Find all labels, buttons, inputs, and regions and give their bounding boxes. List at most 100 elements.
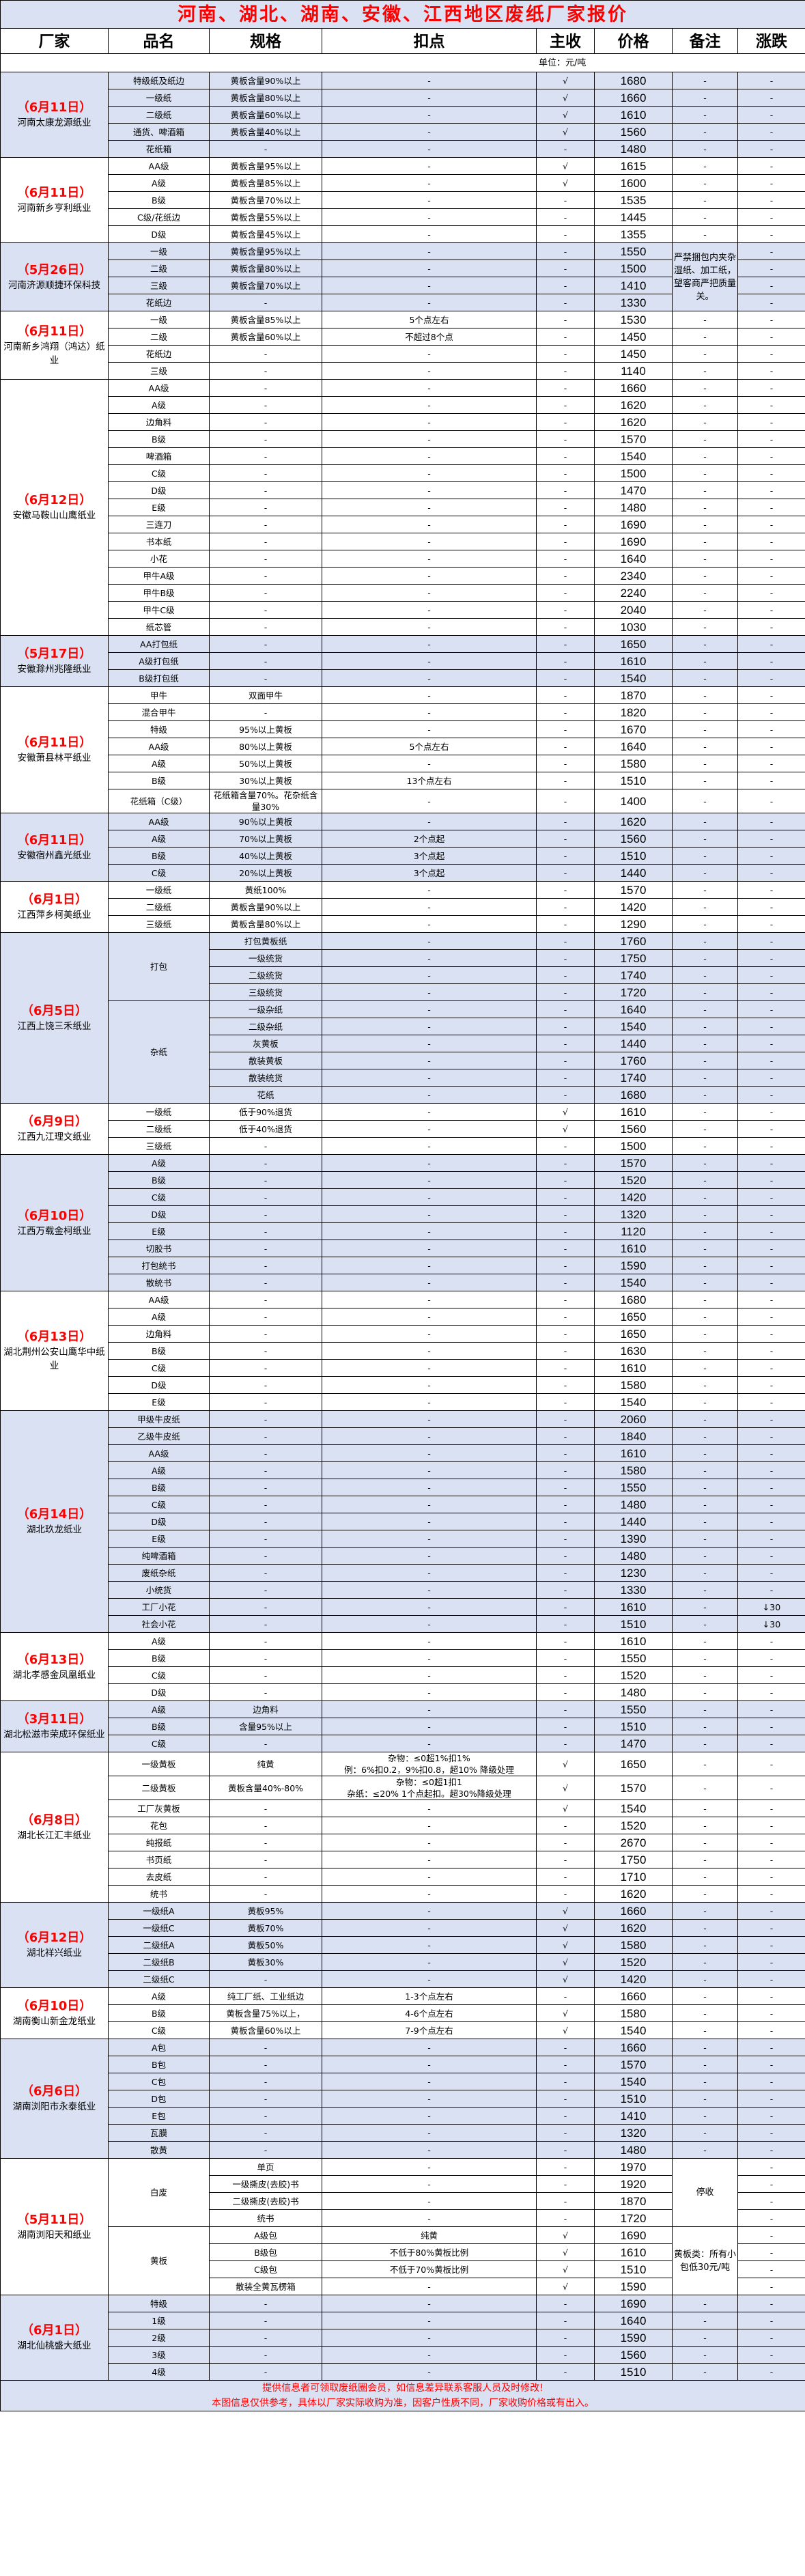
- product-cell: C级/花纸边: [108, 208, 210, 226]
- note-cell: 黄板类：所有小包低30元/吨: [672, 2226, 738, 2295]
- note-cell: -: [672, 2090, 738, 2108]
- price-cell: 1570: [594, 2056, 673, 2073]
- price-cell: 1580: [594, 2004, 673, 2022]
- change-cell: -: [737, 601, 805, 619]
- factory-cell: （5月17日） 安徽滁州兆隆纸业: [0, 635, 109, 687]
- table-row: D级 - - -1470- -: [1, 481, 805, 499]
- deduction-cell: -: [322, 225, 537, 243]
- factory-date: （6月13日）: [16, 1330, 92, 1344]
- spec-cell: -: [209, 584, 322, 602]
- spec-cell: -: [209, 1547, 322, 1565]
- change-cell: -: [737, 1393, 805, 1411]
- main-purchase-cell: -: [536, 1308, 595, 1326]
- change-cell: -: [737, 225, 805, 243]
- note-cell: -: [672, 2004, 738, 2022]
- table-row: A级 70%以上黄板 2个点起 -1560- -: [1, 830, 805, 848]
- price-cell: 1510: [594, 1615, 673, 1633]
- main-purchase-cell: -: [536, 1052, 595, 1069]
- main-purchase-cell: -: [536, 618, 595, 636]
- note-cell: -: [672, 1851, 738, 1868]
- product-cell: 瓦膜: [108, 2124, 210, 2142]
- deduction-cell: -: [322, 1376, 537, 1394]
- deduction-cell: -: [322, 1868, 537, 1886]
- table-row: 统书 - - -1620- -: [1, 1885, 805, 1903]
- table-row: A级打包纸 - - -1610- -: [1, 652, 805, 670]
- main-purchase-cell: -: [536, 1257, 595, 1274]
- note-cell: -: [672, 915, 738, 933]
- factory-cell: （6月12日） 安徽马鞍山山鹰纸业: [0, 379, 109, 636]
- change-cell: -: [737, 1188, 805, 1206]
- table-row: 三级 - - -1140- -: [1, 362, 805, 380]
- factory-name: 湖北玖龙纸业: [27, 1524, 82, 1535]
- main-purchase-cell: -: [536, 1564, 595, 1582]
- deduction-cell: -: [322, 106, 537, 124]
- change-cell: -: [737, 1479, 805, 1496]
- product-cell: B级: [108, 191, 210, 209]
- deduction-cell: -: [322, 1902, 537, 1920]
- price-cell: 1390: [594, 1530, 673, 1548]
- change-cell: -: [737, 1205, 805, 1223]
- price-cell: 1740: [594, 966, 673, 984]
- product-cell: 一级: [108, 242, 210, 260]
- price-cell: 1660: [594, 89, 673, 107]
- change-cell: -: [737, 362, 805, 380]
- factory-name: 安徽滁州兆隆纸业: [17, 664, 91, 675]
- product-cell: 甲牛: [108, 686, 210, 704]
- change-cell: -: [737, 208, 805, 226]
- change-cell: -: [737, 1000, 805, 1018]
- product-cell: B包: [108, 2056, 210, 2073]
- change-cell: -: [737, 1851, 805, 1868]
- price-cell: 1450: [594, 328, 673, 346]
- note-cell: -: [672, 2021, 738, 2039]
- deduction-cell: -: [322, 1257, 537, 1274]
- spec-cell: -: [209, 1205, 322, 1223]
- note-cell: -: [672, 2124, 738, 2142]
- check-mark-icon: √: [536, 2226, 595, 2244]
- note-cell: -: [672, 157, 738, 175]
- product-cell: A级: [108, 830, 210, 848]
- deduction-cell: -: [322, 208, 537, 226]
- product-cell: 一级纸C: [108, 1919, 210, 1937]
- header-price: 价格: [594, 28, 673, 54]
- change-cell: -: [737, 1137, 805, 1155]
- main-purchase-cell: -: [536, 881, 595, 899]
- note-cell: -: [672, 881, 738, 899]
- main-purchase-cell: -: [536, 1035, 595, 1052]
- table-row: C级包 不低于70%黄板比例 √ 1510 -: [1, 2260, 805, 2278]
- main-purchase-cell: -: [536, 328, 595, 346]
- spec-cell: 黄纸100%: [209, 881, 322, 899]
- main-purchase-cell: -: [536, 2107, 595, 2125]
- deduction-cell: -: [322, 1240, 537, 1257]
- factory-cell: （5月11日） 湖南浏阳天和纸业: [0, 2158, 109, 2295]
- price-cell: 2060: [594, 1410, 673, 1428]
- price-cell: 1560: [594, 830, 673, 848]
- main-purchase-cell: -: [536, 464, 595, 482]
- factory-date: （6月1日）: [20, 893, 88, 907]
- table-row: （6月9日） 江西九江理文纸业 一级纸 低于90%退货 - √ 1610- -: [0, 1103, 805, 1155]
- change-cell: -: [737, 1735, 805, 1752]
- price-cell: 1320: [594, 2124, 673, 2142]
- note-cell: -: [672, 1376, 738, 1394]
- price-cell: 1610: [594, 1103, 673, 1121]
- main-purchase-cell: -: [536, 1581, 595, 1599]
- price-cell: 1570: [594, 1154, 673, 1172]
- product-cell: 打包统书: [108, 1257, 210, 1274]
- spec-cell: -: [209, 1632, 322, 1650]
- table-row: 花纸 - -1680- -: [1, 1086, 805, 1104]
- main-purchase-cell: -: [536, 1222, 595, 1240]
- deduction-cell: -: [322, 447, 537, 465]
- price-cell: 1610: [594, 1240, 673, 1257]
- change-cell: -: [737, 1752, 805, 1776]
- product-cell: A级: [108, 1987, 210, 2005]
- note-cell: -: [672, 208, 738, 226]
- table-row: 二级纸A 黄板50% - √ 1580- -: [1, 1936, 805, 1954]
- deduction-cell: -: [322, 2124, 537, 2142]
- table-row: B级 - - -1550- -: [1, 1649, 805, 1667]
- change-cell: -: [737, 1154, 805, 1172]
- note-cell: -: [672, 140, 738, 158]
- table-row: D级 - - -1480- -: [1, 1683, 805, 1701]
- spec-cell: 黄板含量85%以上: [209, 174, 322, 192]
- change-cell: -: [737, 328, 805, 346]
- change-cell: -: [737, 1632, 805, 1650]
- main-purchase-cell: -: [536, 345, 595, 363]
